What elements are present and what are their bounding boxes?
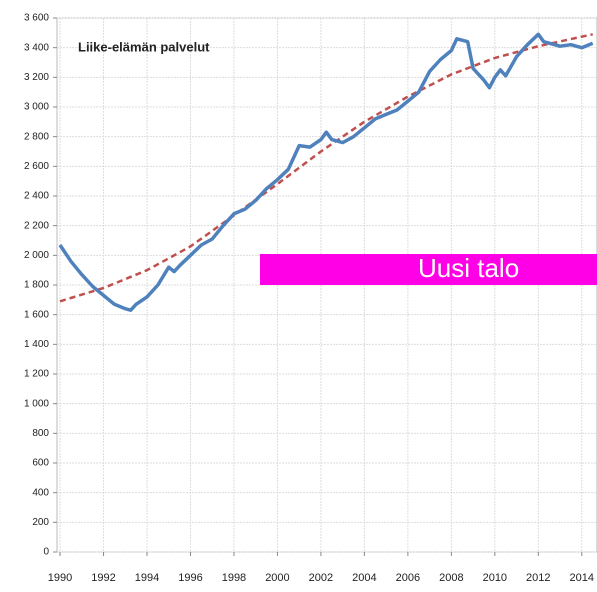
- x-tick-label: 2008: [439, 572, 463, 584]
- y-tick-label: 200: [32, 517, 49, 528]
- annotation-box: [260, 254, 597, 285]
- y-tick-label: 1 200: [24, 369, 49, 380]
- y-tick-label: 3 600: [24, 13, 49, 24]
- x-tick-label: 1990: [48, 572, 72, 584]
- x-tick-label: 1996: [178, 572, 202, 584]
- y-tick-label: 0: [43, 547, 49, 558]
- x-tick-label: 2002: [309, 572, 333, 584]
- y-tick-label: 1 400: [24, 339, 49, 350]
- x-tick-label: 2010: [483, 572, 507, 584]
- chart-title: Liike-elämän palvelut: [78, 39, 210, 54]
- x-tick-label: 2012: [526, 572, 550, 584]
- y-tick-label: 3 400: [24, 42, 49, 53]
- x-tick-label: 2006: [396, 572, 420, 584]
- y-tick-label: 2 000: [24, 250, 49, 261]
- x-tick-label: 2014: [570, 572, 594, 584]
- y-tick-label: 800: [32, 428, 49, 439]
- x-tick-label: 1994: [135, 572, 159, 584]
- x-tick-label: 1992: [91, 572, 115, 584]
- y-tick-label: 3 000: [24, 102, 49, 113]
- x-tick-label: 1998: [222, 572, 246, 584]
- y-tick-label: 400: [32, 487, 49, 498]
- y-tick-label: 2 200: [24, 220, 49, 231]
- y-tick-label: 2 400: [24, 191, 49, 202]
- x-tick-label: 2004: [352, 572, 376, 584]
- y-tick-label: 1 000: [24, 398, 49, 409]
- y-tick-label: 2 800: [24, 131, 49, 142]
- y-tick-label: 1 600: [24, 309, 49, 320]
- x-tick-label: 2000: [265, 572, 289, 584]
- series-line: [58, 32, 594, 312]
- annotation: Uusi talo: [418, 253, 519, 283]
- series-line: [59, 33, 593, 303]
- y-tick-label: 1 800: [24, 280, 49, 291]
- y-tick-label: 600: [32, 458, 49, 469]
- y-tick-label: 2 600: [24, 161, 49, 172]
- y-tick-label: 3 200: [24, 72, 49, 83]
